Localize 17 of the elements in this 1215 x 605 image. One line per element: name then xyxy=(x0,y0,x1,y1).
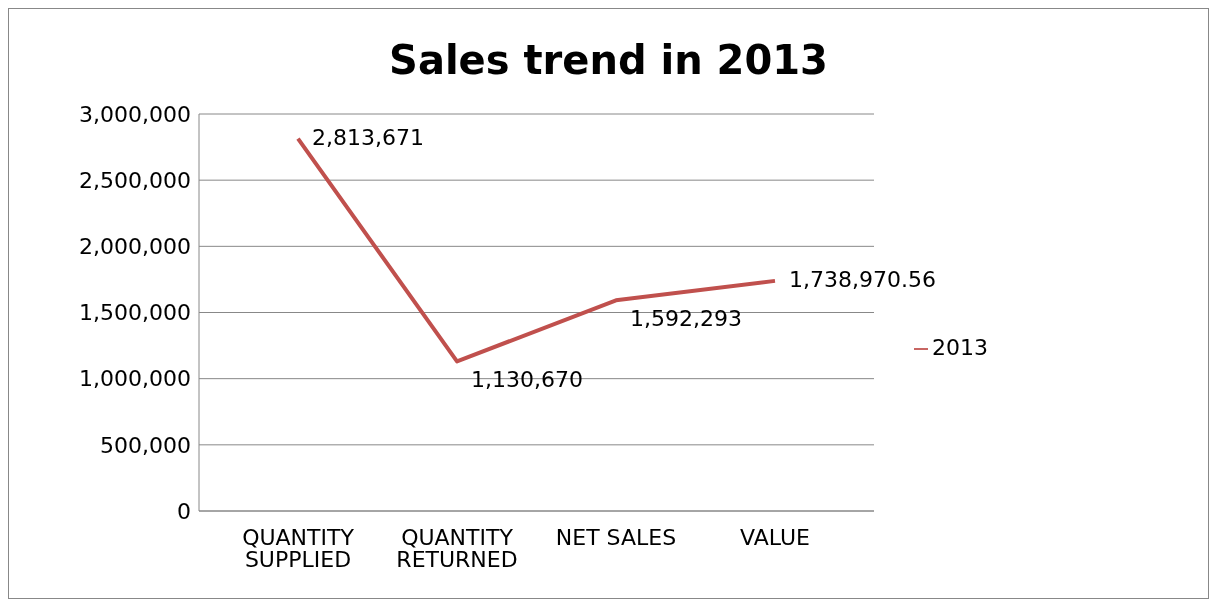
x-tick-label: NET SALES xyxy=(555,524,677,550)
data-label: 1,592,293 xyxy=(630,306,742,332)
chart-title: Sales trend in 2013 xyxy=(388,36,829,85)
y-tick-label: 3,000,000 xyxy=(79,101,191,127)
y-tick-label: 500,000 xyxy=(100,432,191,458)
data-label: 2,813,671 xyxy=(312,124,424,150)
y-tick-label: 1,000,000 xyxy=(79,366,191,392)
y-tick-label: 2,500,000 xyxy=(79,167,191,193)
x-tick-label: VALUE xyxy=(740,524,810,550)
x-tick-label: QUANTITY RETURNED xyxy=(396,524,518,572)
data-label: 1,738,970.56 xyxy=(789,266,936,292)
y-tick-label: 2,000,000 xyxy=(79,234,191,260)
y-tick-label: 1,500,000 xyxy=(79,300,191,326)
y-tick-label: 0 xyxy=(177,498,191,524)
legend-label: 2013 xyxy=(932,335,988,360)
data-label: 1,130,670 xyxy=(471,367,583,393)
x-tick-label: QUANTITY SUPPLIED xyxy=(242,524,355,572)
